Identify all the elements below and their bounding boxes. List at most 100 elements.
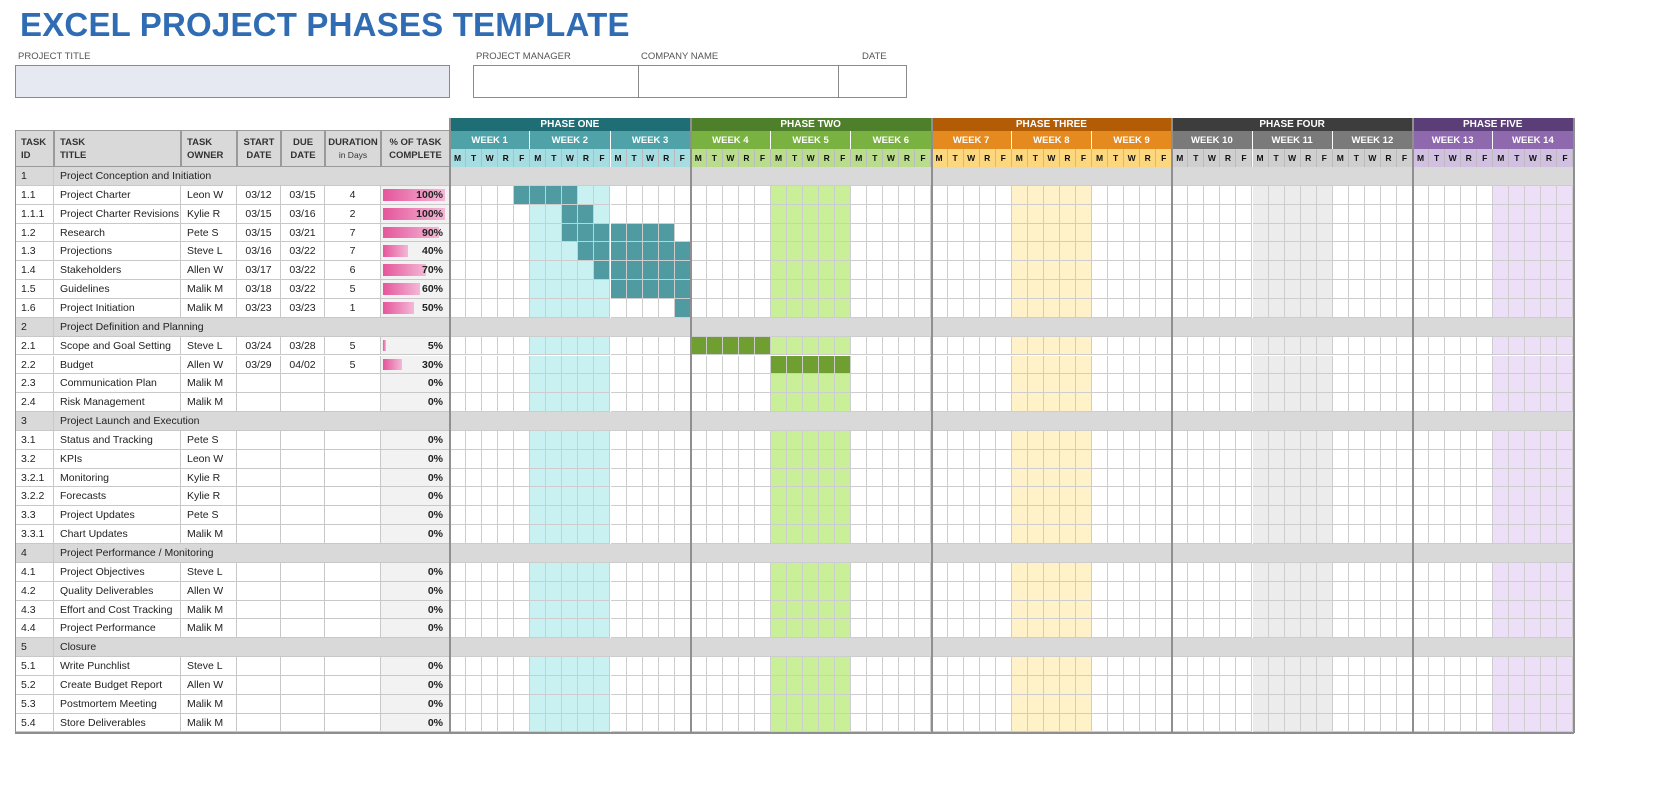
gantt-day-cell[interactable]: [530, 336, 547, 356]
gantt-day-cell[interactable]: [1108, 468, 1125, 488]
gantt-day-cell[interactable]: [1461, 581, 1478, 601]
gantt-day-cell[interactable]: [690, 694, 707, 714]
gantt-day-cell[interactable]: [1461, 525, 1478, 544]
gantt-day-cell[interactable]: [658, 562, 675, 582]
gantt-day-cell[interactable]: [1268, 675, 1285, 695]
gantt-day-cell[interactable]: [690, 374, 707, 394]
due-date[interactable]: [281, 581, 325, 601]
gantt-day-cell[interactable]: [1332, 223, 1349, 243]
gantt-day-cell[interactable]: [1204, 242, 1221, 262]
gantt-day-cell[interactable]: [658, 374, 675, 394]
gantt-day-cell[interactable]: [1156, 600, 1173, 620]
task-id[interactable]: 1.2: [15, 223, 54, 243]
gantt-day-cell[interactable]: [803, 675, 820, 695]
gantt-day-cell[interactable]: [899, 675, 916, 695]
gantt-day-cell[interactable]: [1075, 694, 1092, 714]
gantt-day-cell[interactable]: [1364, 204, 1381, 224]
gantt-day-cell[interactable]: [1445, 562, 1462, 582]
gantt-day-cell[interactable]: [1252, 223, 1269, 243]
start-date[interactable]: 03/15: [237, 204, 281, 224]
gantt-day-cell[interactable]: [626, 525, 643, 544]
gantt-day-cell[interactable]: [1509, 713, 1526, 733]
percent-complete[interactable]: 50%: [381, 298, 450, 318]
gantt-day-cell[interactable]: [1461, 185, 1478, 205]
gantt-day-cell[interactable]: [1108, 525, 1125, 544]
gantt-day-cell[interactable]: [803, 713, 820, 733]
start-date[interactable]: [237, 600, 281, 620]
gantt-day-cell[interactable]: [1220, 619, 1237, 639]
gantt-day-cell[interactable]: [1445, 619, 1462, 639]
gantt-day-cell[interactable]: [1332, 600, 1349, 620]
gantt-day-cell[interactable]: [514, 204, 531, 224]
gantt-day-cell[interactable]: [482, 525, 499, 544]
gantt-day-cell[interactable]: [1493, 280, 1510, 299]
gantt-day-cell[interactable]: [995, 223, 1012, 243]
gantt-day-cell[interactable]: [1413, 449, 1430, 469]
task-owner[interactable]: Malik M: [181, 525, 237, 544]
gantt-day-cell[interactable]: [803, 449, 820, 469]
gantt-day-cell[interactable]: [1059, 185, 1076, 205]
gantt-day-cell[interactable]: [1075, 280, 1092, 299]
gantt-day-cell[interactable]: [1413, 581, 1430, 601]
gantt-day-cell[interactable]: [1509, 261, 1526, 281]
gantt-day-cell[interactable]: [1043, 581, 1060, 601]
gantt-day-cell[interactable]: [1011, 261, 1028, 281]
gantt-day-cell[interactable]: [1252, 185, 1269, 205]
gantt-day-cell[interactable]: [1124, 374, 1141, 394]
gantt-day-cell[interactable]: [867, 355, 884, 375]
gantt-day-cell[interactable]: [1396, 468, 1413, 488]
gantt-day-cell[interactable]: [514, 374, 531, 394]
gantt-day-cell[interactable]: [1268, 430, 1285, 450]
gantt-day-cell[interactable]: [883, 675, 900, 695]
gantt-bar-segment[interactable]: [658, 261, 675, 281]
gantt-day-cell[interactable]: [771, 223, 788, 243]
gantt-day-cell[interactable]: [514, 261, 531, 281]
task-owner[interactable]: Pete S: [181, 430, 237, 450]
gantt-day-cell[interactable]: [899, 204, 916, 224]
gantt-day-cell[interactable]: [1236, 430, 1253, 450]
gantt-day-cell[interactable]: [690, 261, 707, 281]
gantt-day-cell[interactable]: [546, 581, 563, 601]
gantt-day-cell[interactable]: [819, 393, 836, 413]
gantt-day-cell[interactable]: [1429, 657, 1446, 676]
gantt-day-cell[interactable]: [867, 449, 884, 469]
gantt-day-cell[interactable]: [883, 336, 900, 356]
gantt-day-cell[interactable]: [498, 487, 515, 507]
gantt-day-cell[interactable]: [1396, 223, 1413, 243]
gantt-day-cell[interactable]: [1300, 581, 1317, 601]
task-owner[interactable]: Steve L: [181, 657, 237, 676]
gantt-day-cell[interactable]: [706, 619, 723, 639]
gantt-day-cell[interactable]: [530, 694, 547, 714]
gantt-day-cell[interactable]: [1140, 242, 1157, 262]
gantt-day-cell[interactable]: [1156, 298, 1173, 318]
gantt-day-cell[interactable]: [771, 430, 788, 450]
gantt-day-cell[interactable]: [851, 657, 868, 676]
gantt-day-cell[interactable]: [963, 261, 980, 281]
gantt-day-cell[interactable]: [947, 468, 964, 488]
gantt-day-cell[interactable]: [947, 713, 964, 733]
gantt-day-cell[interactable]: [450, 185, 467, 205]
gantt-day-cell[interactable]: [1124, 280, 1141, 299]
gantt-day-cell[interactable]: [1477, 600, 1494, 620]
gantt-day-cell[interactable]: [498, 468, 515, 488]
gantt-day-cell[interactable]: [1525, 298, 1542, 318]
gantt-day-cell[interactable]: [482, 393, 499, 413]
gantt-day-cell[interactable]: [1027, 487, 1044, 507]
gantt-day-cell[interactable]: [851, 525, 868, 544]
gantt-day-cell[interactable]: [1108, 657, 1125, 676]
gantt-day-cell[interactable]: [1075, 242, 1092, 262]
gantt-day-cell[interactable]: [835, 468, 852, 488]
gantt-day-cell[interactable]: [642, 525, 659, 544]
gantt-day-cell[interactable]: [1252, 261, 1269, 281]
gantt-day-cell[interactable]: [883, 713, 900, 733]
gantt-day-cell[interactable]: [1204, 204, 1221, 224]
gantt-day-cell[interactable]: [1172, 261, 1189, 281]
gantt-day-cell[interactable]: [578, 393, 595, 413]
gantt-day-cell[interactable]: [1156, 694, 1173, 714]
gantt-day-cell[interactable]: [915, 525, 932, 544]
gantt-day-cell[interactable]: [1380, 506, 1397, 526]
gantt-day-cell[interactable]: [787, 525, 804, 544]
gantt-day-cell[interactable]: [1557, 506, 1574, 526]
gantt-day-cell[interactable]: [1108, 713, 1125, 733]
gantt-day-cell[interactable]: [1332, 619, 1349, 639]
